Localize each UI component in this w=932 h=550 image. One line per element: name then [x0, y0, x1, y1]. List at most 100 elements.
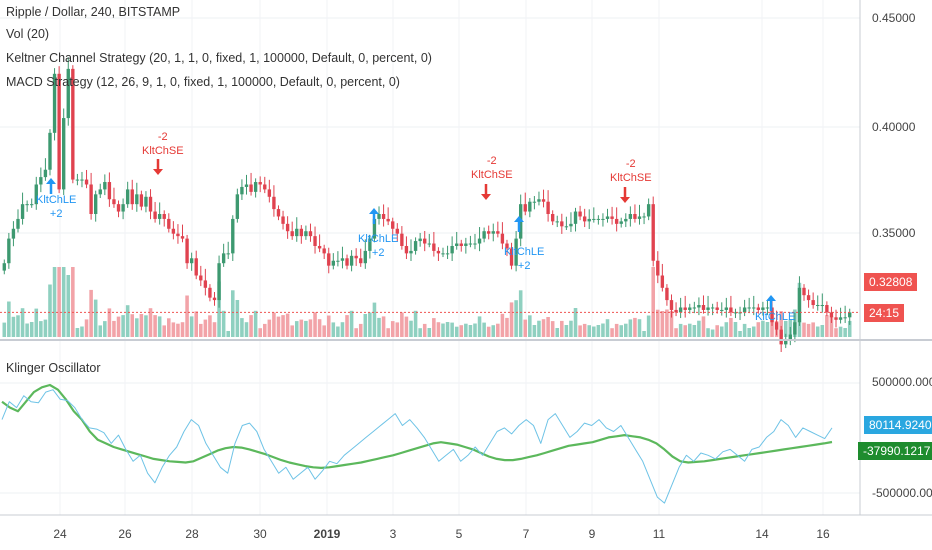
- candle-body: [537, 199, 541, 202]
- volume-bar: [779, 311, 783, 337]
- sell-arrow-icon: [481, 184, 491, 200]
- candle-body: [729, 307, 733, 313]
- volume-legend[interactable]: Vol (20): [6, 27, 50, 41]
- candle-body: [432, 243, 436, 251]
- candle-body: [386, 218, 390, 222]
- time-label: 24: [53, 527, 67, 541]
- volume-bar: [500, 313, 505, 337]
- candle-body: [313, 236, 317, 246]
- volume-bar: [582, 323, 587, 337]
- candle-body: [112, 199, 116, 205]
- klinger-value-tag: 80114.9240: [864, 416, 932, 434]
- volume-bar: [628, 319, 633, 337]
- candle-body: [528, 201, 532, 212]
- volume-bar: [331, 322, 336, 337]
- candle-body: [633, 214, 637, 219]
- candle-body: [560, 221, 564, 227]
- candle-body: [267, 189, 272, 197]
- candle-body: [235, 194, 240, 219]
- volume-bar: [48, 284, 52, 337]
- candle-body: [487, 231, 491, 234]
- candle-body: [500, 233, 505, 244]
- candle-body: [578, 211, 582, 217]
- candle-body: [509, 248, 514, 266]
- macd-legend[interactable]: MACD Strategy (12, 26, 9, 1, 0, fixed, 1…: [6, 75, 400, 89]
- candle-body: [834, 317, 838, 320]
- candle-body: [171, 228, 176, 234]
- volume-bar: [171, 322, 176, 337]
- candle-body: [848, 312, 852, 318]
- candle-body: [295, 228, 299, 237]
- klinger-legend[interactable]: Klinger Oscillator: [6, 361, 101, 375]
- candle-body: [340, 258, 345, 261]
- candle-body: [391, 221, 395, 229]
- candle-body: [331, 260, 336, 266]
- volume-bar: [669, 310, 674, 337]
- volume-bar: [651, 267, 655, 337]
- candle-body: [244, 184, 249, 187]
- volume-bar: [199, 323, 203, 337]
- candle-body: [784, 339, 788, 345]
- candle-body: [811, 300, 815, 306]
- volume-bar: [176, 323, 180, 337]
- volume-bar: [2, 322, 7, 337]
- candle-body: [212, 297, 217, 301]
- volume-bar: [518, 290, 523, 337]
- candles: [0, 57, 860, 353]
- volume-bar: [125, 305, 130, 337]
- volume-bar: [89, 289, 93, 337]
- candle-body: [162, 214, 166, 219]
- buy-signal-label: KltChLE: [755, 311, 796, 323]
- buy-signal-label: KltChLE +2: [358, 233, 399, 259]
- candle-body: [290, 231, 294, 237]
- candle-body: [327, 253, 331, 266]
- volume-bar: [167, 318, 171, 337]
- candle-body: [62, 118, 66, 190]
- candle-body: [619, 221, 623, 224]
- candle-body: [153, 211, 157, 219]
- volume-bar: [532, 325, 537, 337]
- volume-bar: [710, 329, 715, 337]
- keltner-legend[interactable]: Keltner Channel Strategy (20, 1, 1, 0, f…: [6, 51, 432, 65]
- candle-body: [477, 238, 482, 244]
- volume-bar: [687, 323, 692, 337]
- volume-bar: [262, 323, 267, 337]
- candle-body: [555, 221, 559, 223]
- candle-body: [587, 218, 591, 222]
- volume-bar: [610, 328, 614, 337]
- volume-bar: [587, 325, 592, 337]
- volume-bar: [491, 325, 496, 337]
- candle-body: [322, 248, 326, 254]
- candle-body: [43, 169, 48, 178]
- candle-body: [779, 329, 783, 345]
- candle-body: [180, 236, 185, 239]
- candle-body: [829, 312, 834, 318]
- volume-bar: [761, 320, 765, 337]
- candle-body: [363, 250, 367, 264]
- candle-body: [400, 233, 404, 246]
- volume-bar: [363, 314, 368, 337]
- volume-bar: [7, 301, 11, 337]
- candle-body: [423, 238, 427, 244]
- candle-body: [404, 245, 409, 254]
- volume-bar: [290, 325, 294, 337]
- volume-bar: [843, 328, 847, 337]
- volume-bar: [742, 323, 747, 337]
- buy-arrow-icon: [369, 208, 379, 224]
- candle-body: [167, 218, 171, 229]
- volume-bar: [25, 323, 29, 337]
- time-label: 7: [522, 527, 530, 541]
- volume-bar: [180, 322, 185, 337]
- volume-bar: [509, 302, 514, 337]
- candle-body: [441, 253, 445, 255]
- volume-bar: [322, 325, 326, 337]
- candle-body: [144, 196, 148, 207]
- volume-bar: [61, 267, 66, 337]
- candle-body: [418, 238, 422, 242]
- volume-bar: [783, 320, 788, 337]
- volume-bar: [464, 323, 468, 337]
- volume-bar: [386, 328, 390, 337]
- candle-body: [806, 295, 811, 301]
- osc-tick: 500000.0000: [872, 375, 932, 389]
